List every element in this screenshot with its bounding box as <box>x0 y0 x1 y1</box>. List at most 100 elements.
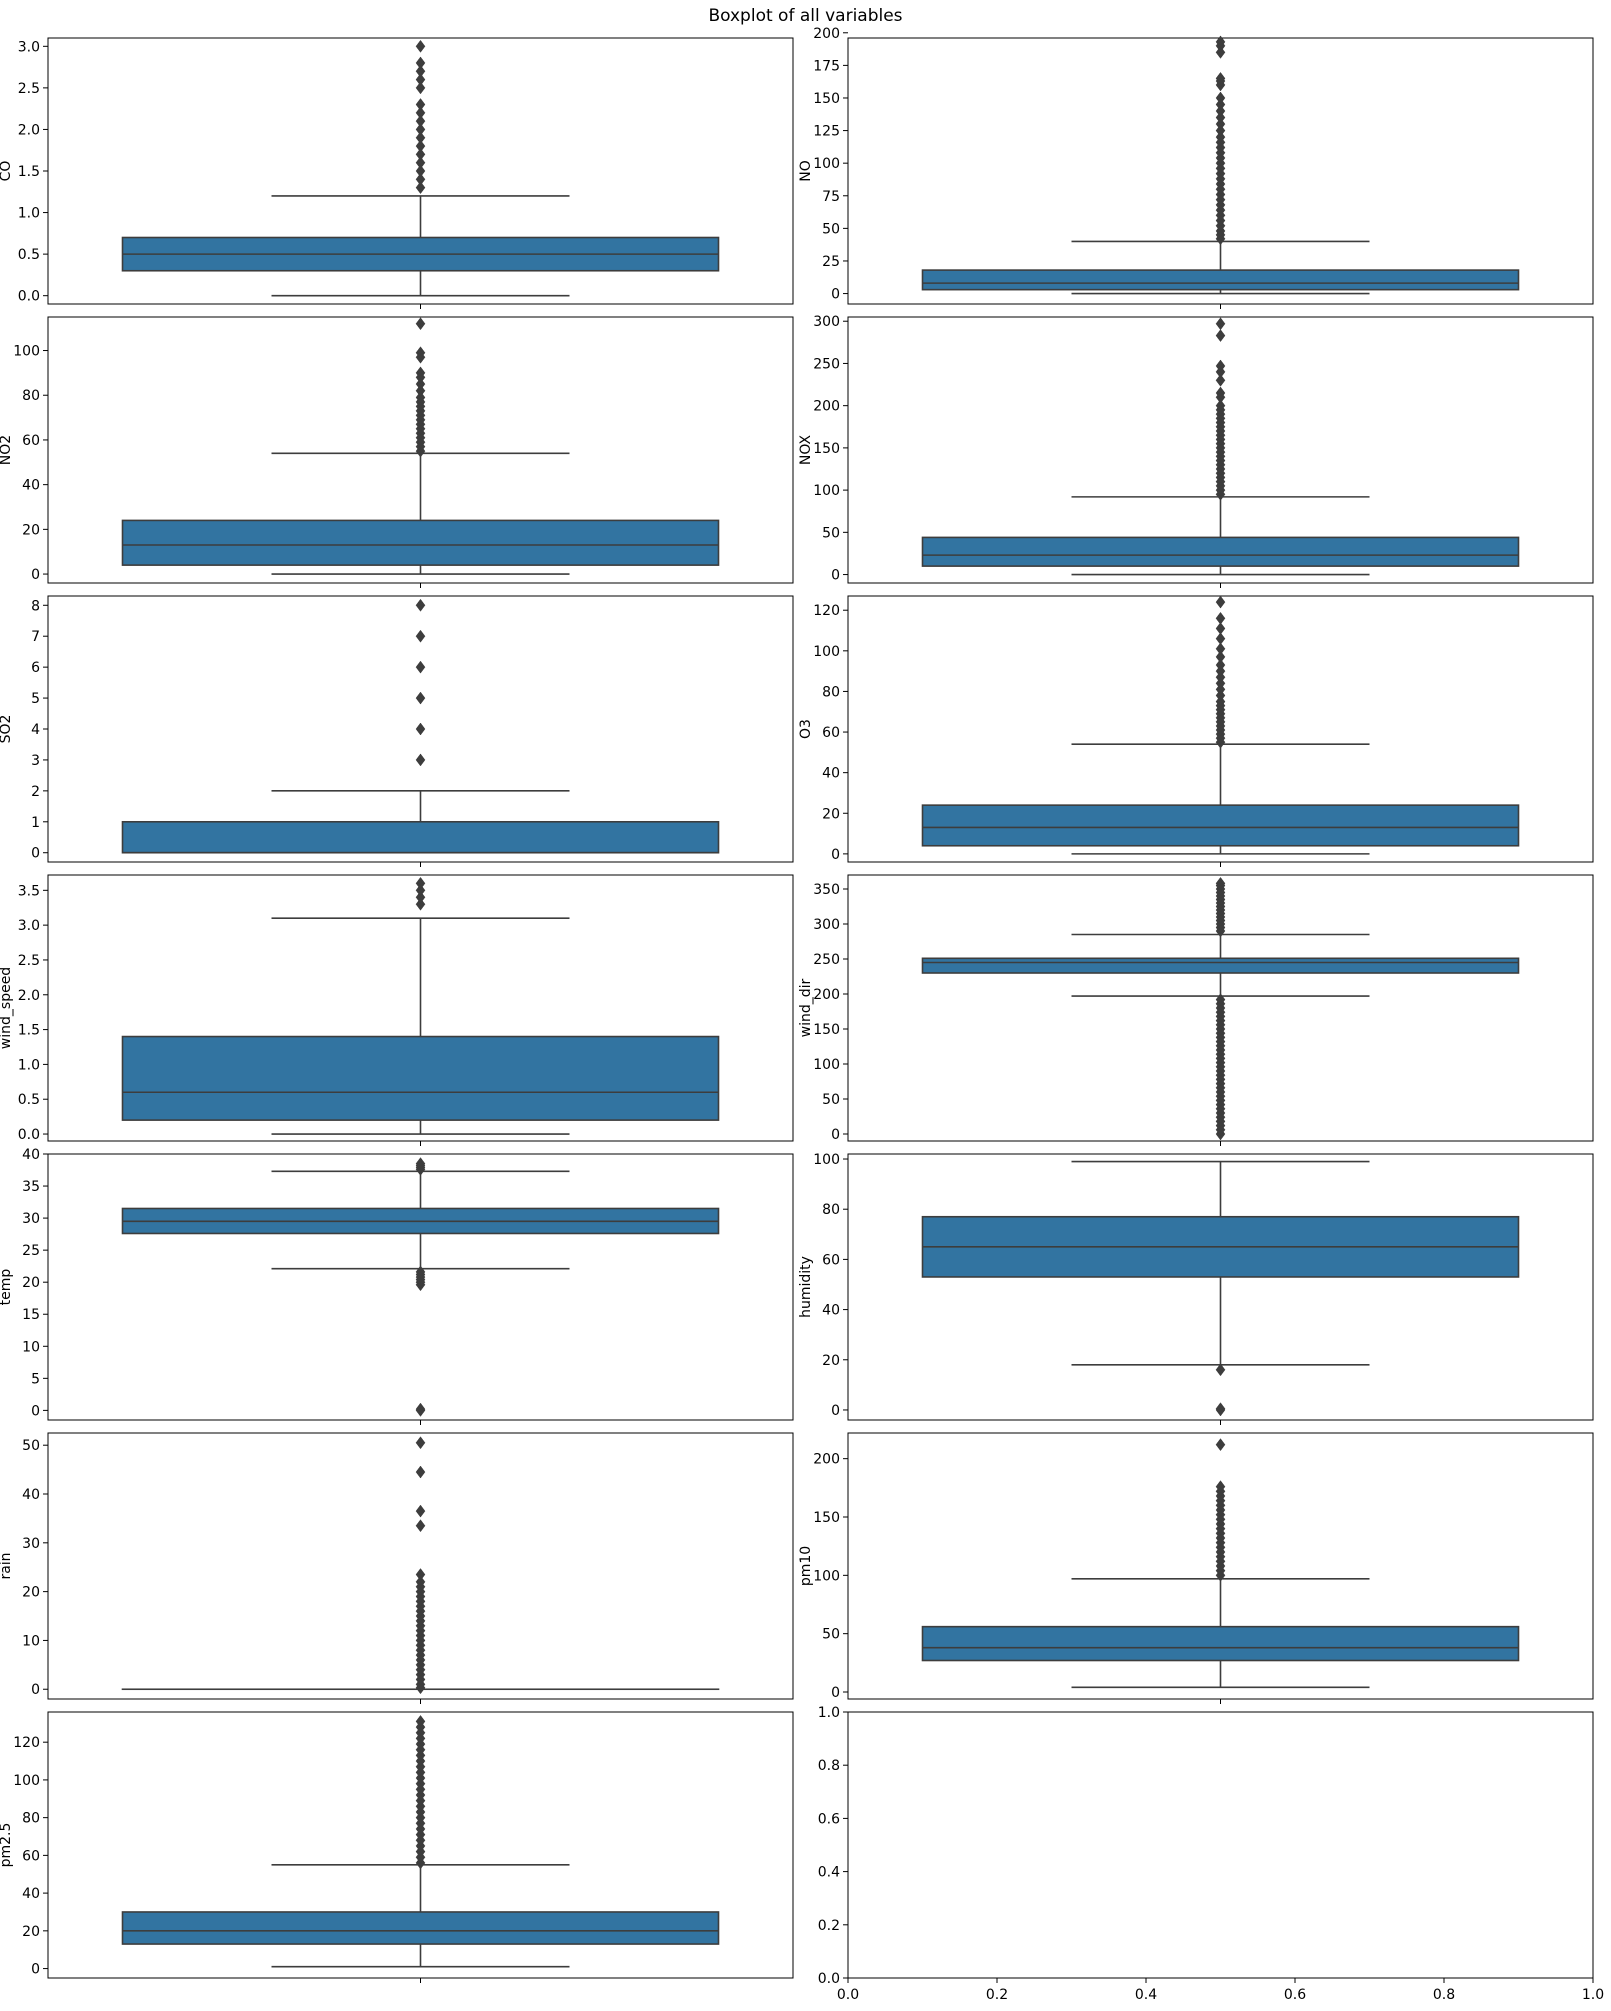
panel-7-ytick-label: 1.0 <box>18 1057 40 1073</box>
panel-3-flier <box>415 391 426 404</box>
panel-5-ytick-label: 3 <box>31 753 40 769</box>
panel-9-flier <box>415 1157 426 1171</box>
panel-13-ytick-label: 80 <box>22 1811 40 1827</box>
panel-13-ytick-label: 120 <box>13 1735 40 1751</box>
panel-10-ytick-label: 0 <box>831 1403 840 1419</box>
panel-6-ylabel: O3 <box>798 719 814 739</box>
panel-12-ytick-label: 200 <box>813 1452 840 1468</box>
panel-4-ytick-label: 50 <box>822 525 840 541</box>
panel-3-ytick-label: 40 <box>22 478 40 494</box>
panel-1-flier <box>415 73 426 86</box>
panel-8-flier <box>1215 993 1226 1007</box>
panel-8-ytick-label: 150 <box>813 1022 840 1038</box>
panel-14-xtick-label: 0.8 <box>1433 1987 1455 2003</box>
panel-3-box <box>121 519 720 566</box>
panel-1-flier <box>415 39 426 53</box>
panel-13-ytick-label: 20 <box>22 1924 40 1940</box>
panel-7-flier <box>415 890 426 904</box>
panel-6-ytick-label: 60 <box>822 725 840 741</box>
panel-2-flier <box>1215 104 1226 118</box>
panel-12-ytick-label: 150 <box>813 1510 840 1526</box>
panel-12-flier <box>1215 1480 1226 1494</box>
panel-14-xtick-label: 0.6 <box>1284 1987 1306 2003</box>
panel-12-box <box>921 1625 1520 1662</box>
panel-7-flier <box>415 897 426 911</box>
panel-12-flier <box>1215 1438 1226 1452</box>
panel-10-ytick-label: 40 <box>822 1303 840 1319</box>
panel-2-flier <box>1215 124 1226 137</box>
panel-7-ytick-label: 1.5 <box>18 1023 40 1039</box>
panel-8-ytick-label: 250 <box>813 952 840 968</box>
panel-6-flier <box>1215 622 1226 635</box>
panel-6-ytick-label: 40 <box>822 766 840 782</box>
panel-6-ytick-label: 120 <box>813 603 840 619</box>
panel-7-ytick-label: 2.5 <box>18 953 40 969</box>
panel-14-xtick-label: 1.0 <box>1582 1987 1604 2003</box>
panel-4-flier <box>1215 373 1226 387</box>
panel-3-ytick-label: 80 <box>22 388 40 404</box>
panel-6-flier <box>1215 658 1226 672</box>
panel-11-flier <box>415 1436 426 1450</box>
panel-11-ytick-label: 20 <box>22 1585 40 1601</box>
panel-14-ytick-label: 0.8 <box>818 1758 840 1774</box>
panel-3-flier <box>415 346 426 360</box>
panel-4-ytick-label: 300 <box>813 314 840 330</box>
panel-1-flier <box>415 139 426 153</box>
panel-1-ytick-label: 1.0 <box>18 206 40 222</box>
panel-4-box <box>921 536 1520 567</box>
panel-8-flier <box>1215 876 1226 890</box>
panel-1-flier <box>415 147 426 161</box>
panel-4-flier <box>1215 317 1226 331</box>
panel-8-ytick-label: 350 <box>813 882 840 898</box>
panel-6-ytick-label: 80 <box>822 684 840 700</box>
panel-8-ytick-label: 100 <box>813 1057 840 1073</box>
panel-5-ytick-label: 2 <box>31 784 40 800</box>
panel-4-flier <box>1215 329 1226 342</box>
panel-9-ytick-label: 5 <box>31 1371 40 1387</box>
panel-1-flier <box>415 164 426 178</box>
panel-14-xtick-label: 0.0 <box>837 1987 859 2003</box>
panel-9-flier <box>415 1402 426 1416</box>
panel-1-ytick-label: 3.0 <box>18 39 40 55</box>
panel-4-ytick-label: 200 <box>813 399 840 415</box>
panel-8-ytick-label: 200 <box>813 987 840 1003</box>
panel-3-flier <box>415 377 426 391</box>
panel-9-ytick-label: 30 <box>22 1211 40 1227</box>
panel-3-ytick-label: 100 <box>13 344 40 360</box>
panel-6-flier <box>1215 632 1226 646</box>
panel-8-ytick-label: 50 <box>822 1092 840 1108</box>
panel-1-ytick-label: 0.0 <box>18 289 40 305</box>
panel-4-ytick-label: 250 <box>813 356 840 372</box>
panel-12-ytick-label: 100 <box>813 1568 840 1584</box>
panel-5-ytick-label: 4 <box>31 722 40 738</box>
panel-2-box <box>921 269 1520 291</box>
panel-9-flier <box>415 1265 426 1279</box>
panel-1-flier <box>415 156 426 170</box>
panel-6-ytick-label: 20 <box>822 806 840 822</box>
panel-5-ylabel: SO2 <box>0 715 14 744</box>
panel-7-flier <box>415 883 426 897</box>
panel-2-ytick-label: 50 <box>822 221 840 237</box>
panel-10-ylabel: humidity <box>798 1256 814 1318</box>
panel-14-ytick-label: 0.4 <box>818 1865 840 1881</box>
panel-8-ytick-label: 0 <box>831 1127 840 1143</box>
panel-14-ytick-label: 0.6 <box>818 1811 840 1827</box>
panel-2-flier <box>1215 117 1226 131</box>
panel-3-flier <box>415 384 426 398</box>
panel-1-ytick-label: 0.5 <box>18 247 40 263</box>
panel-9-ytick-label: 20 <box>22 1275 40 1291</box>
panel-1-flier <box>415 64 426 78</box>
panel-3-ytick-label: 0 <box>31 567 40 583</box>
panel-8-box <box>921 957 1520 974</box>
panel-6-box <box>921 804 1520 847</box>
panel-1-ytick-label: 2.5 <box>18 81 40 97</box>
panel-8-ytick-label: 300 <box>813 917 840 933</box>
panel-13-ylabel: pm2.5 <box>0 1823 14 1868</box>
panel-3-ylabel: NO2 <box>0 435 14 465</box>
panel-6-ytick-label: 100 <box>813 644 840 660</box>
panel-2-ylabel: NO <box>798 160 814 182</box>
panel-2-flier <box>1215 111 1226 124</box>
panel-11-ytick-label: 10 <box>22 1633 40 1649</box>
panel-1-flier <box>415 56 426 70</box>
